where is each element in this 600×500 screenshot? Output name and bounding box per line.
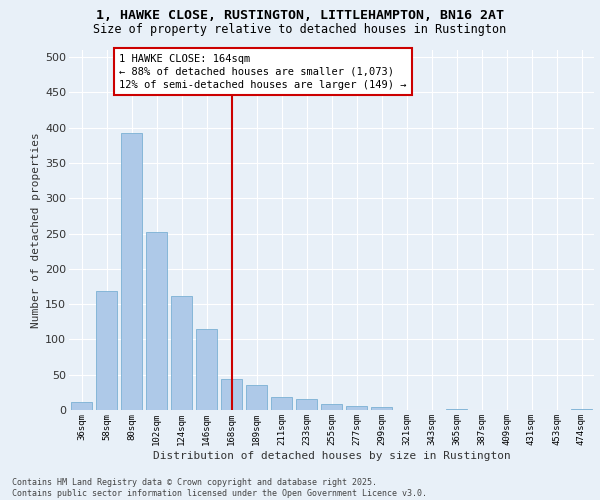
Bar [71,402,92,410]
Text: 1, HAWKE CLOSE, RUSTINGTON, LITTLEHAMPTON, BN16 2AT: 1, HAWKE CLOSE, RUSTINGTON, LITTLEHAMPTO… [96,9,504,22]
Y-axis label: Number of detached properties: Number of detached properties [31,132,41,328]
X-axis label: Distribution of detached houses by size in Rustington: Distribution of detached houses by size … [152,450,511,460]
Bar [171,296,192,410]
Text: Size of property relative to detached houses in Rustington: Size of property relative to detached ho… [94,22,506,36]
Text: Contains HM Land Registry data © Crown copyright and database right 2025.
Contai: Contains HM Land Registry data © Crown c… [12,478,427,498]
Bar [296,400,317,410]
Bar [571,408,592,410]
Bar [346,406,367,410]
Bar [196,329,217,410]
Bar [246,386,267,410]
Bar [96,292,117,410]
Bar [121,132,142,410]
Text: 1 HAWKE CLOSE: 164sqm
← 88% of detached houses are smaller (1,073)
12% of semi-d: 1 HAWKE CLOSE: 164sqm ← 88% of detached … [119,54,407,90]
Bar [371,407,392,410]
Bar [446,408,467,410]
Bar [321,404,342,410]
Bar [221,379,242,410]
Bar [146,232,167,410]
Bar [271,398,292,410]
